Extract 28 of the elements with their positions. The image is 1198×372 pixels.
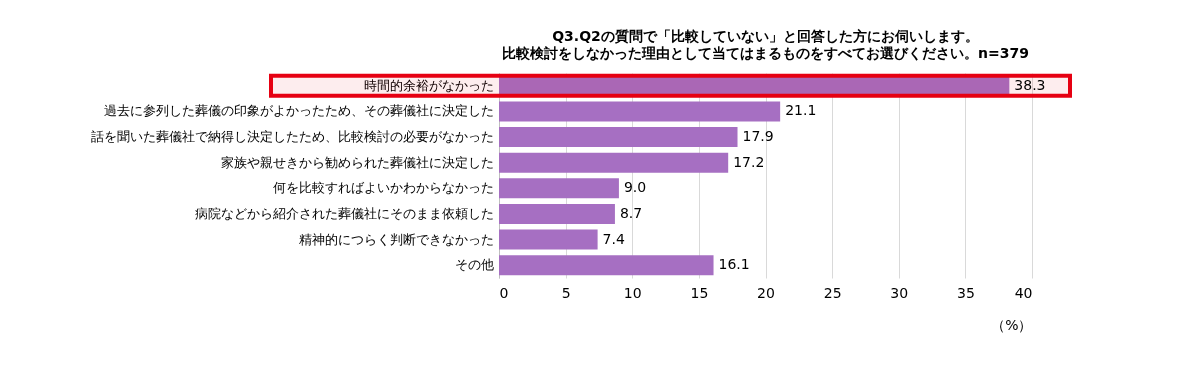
x-tick-label: 20 <box>757 284 775 301</box>
data-label: 8.7 <box>619 204 643 221</box>
x-tick-label: 40 <box>1014 284 1033 301</box>
y-tick-label: 病院などから紹介された葬儀社にそのまま依頼した <box>194 205 494 221</box>
chart-title: Q3.Q2の質問で「比較していない」と回答した方にお伺いします。 <box>552 28 979 44</box>
y-tick-label: 何を比較すればよいかわからなかった <box>272 180 494 196</box>
data-label: 7.4 <box>602 230 625 247</box>
x-tick-label: 10 <box>623 284 642 301</box>
chart-subtitle: 比較検討をしなかった理由として当てはまるものをすべてお選びください。n=379 <box>502 45 1029 61</box>
y-tick-label: 過去に参列した葬儀の印象がよかったため、その葬儀社に決定した <box>103 103 494 119</box>
x-tick-label: 0 <box>499 284 509 301</box>
x-axis-title: （%） <box>991 316 1033 333</box>
y-tick-label: 話を聞いた葬儀社で納得し決定したため、比較検討の必要がなかった <box>90 129 494 145</box>
data-label: 17.9 <box>742 128 774 145</box>
data-label: 21.1 <box>785 102 817 119</box>
y-tick-label: 精神的につらく判断できなかった <box>298 231 494 247</box>
data-label: 16.1 <box>718 256 750 273</box>
x-tick-label: 15 <box>690 284 709 301</box>
y-tick-label: 家族や親せきから勧められた葬儀社に決定した <box>220 154 494 170</box>
y-tick-label: その他 <box>454 257 494 273</box>
x-tick-label: 25 <box>823 284 842 301</box>
data-label: 9.0 <box>623 179 647 196</box>
x-tick-label: 35 <box>956 284 975 301</box>
y-tick-label: 時間的余裕がなかった <box>363 77 494 93</box>
x-tick-label: 5 <box>561 284 571 301</box>
data-label: 38.3 <box>1014 76 1046 93</box>
data-label: 17.2 <box>733 153 765 170</box>
x-tick-label: 30 <box>890 284 909 301</box>
